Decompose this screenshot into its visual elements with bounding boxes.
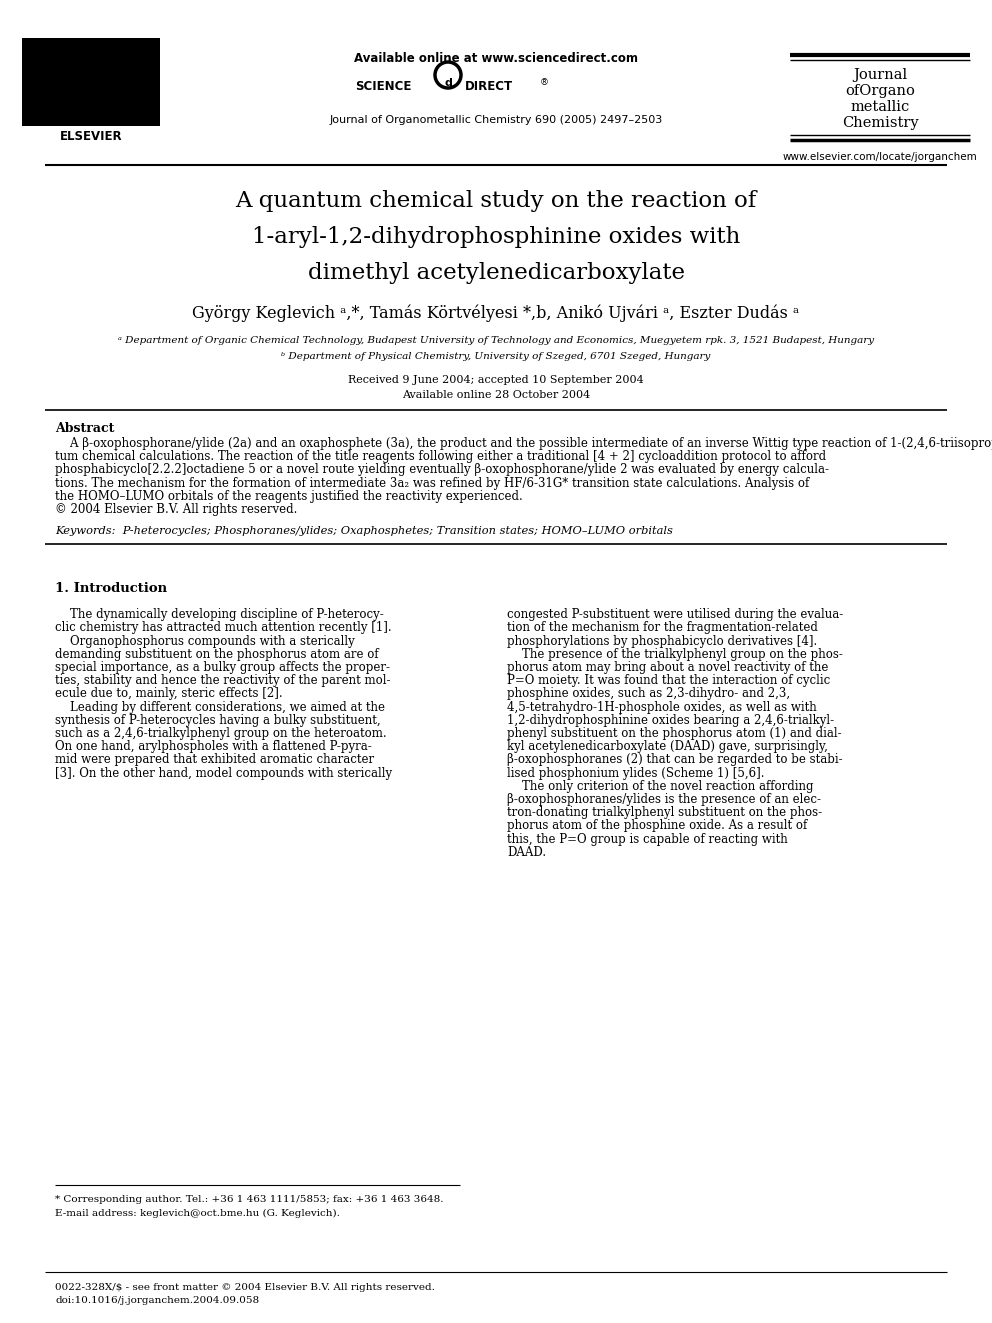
Text: Journal of Organometallic Chemistry 690 (2005) 2497–2503: Journal of Organometallic Chemistry 690 … <box>329 115 663 124</box>
Text: demanding substituent on the phosphorus atom are of: demanding substituent on the phosphorus … <box>55 648 379 660</box>
Text: ecule due to, mainly, steric effects [2].: ecule due to, mainly, steric effects [2]… <box>55 688 283 700</box>
Text: On one hand, arylphospholes with a flattened P-pyra-: On one hand, arylphospholes with a flatt… <box>55 740 372 753</box>
Text: tions. The mechanism for the formation of intermediate 3a₂ was refined by HF/6-3: tions. The mechanism for the formation o… <box>55 476 809 490</box>
Text: phorus atom of the phosphine oxide. As a result of: phorus atom of the phosphine oxide. As a… <box>507 819 807 832</box>
Text: www.elsevier.com/locate/jorganchem: www.elsevier.com/locate/jorganchem <box>783 152 977 161</box>
Text: phosphorylations by phosphabicyclo derivatives [4].: phosphorylations by phosphabicyclo deriv… <box>507 635 817 647</box>
Text: ties, stability and hence the reactivity of the parent mol-: ties, stability and hence the reactivity… <box>55 675 391 687</box>
Text: The presence of the trialkylphenyl group on the phos-: The presence of the trialkylphenyl group… <box>507 648 843 660</box>
Text: Received 9 June 2004; accepted 10 September 2004: Received 9 June 2004; accepted 10 Septem… <box>348 374 644 385</box>
Text: mid were prepared that exhibited aromatic character: mid were prepared that exhibited aromati… <box>55 753 374 766</box>
Text: tron-donating trialkylphenyl substituent on the phos-: tron-donating trialkylphenyl substituent… <box>507 806 822 819</box>
Text: ELSEVIER: ELSEVIER <box>60 130 122 143</box>
Text: such as a 2,4,6-trialkylphenyl group on the heteroatom.: such as a 2,4,6-trialkylphenyl group on … <box>55 728 387 740</box>
Text: SCIENCE: SCIENCE <box>355 79 412 93</box>
Text: The only criterion of the novel reaction affording: The only criterion of the novel reaction… <box>507 779 813 792</box>
Text: © 2004 Elsevier B.V. All rights reserved.: © 2004 Elsevier B.V. All rights reserved… <box>55 503 298 516</box>
Text: Available online 28 October 2004: Available online 28 October 2004 <box>402 390 590 400</box>
Text: tion of the mechanism for the fragmentation-related: tion of the mechanism for the fragmentat… <box>507 622 817 635</box>
Text: dimethyl acetylenedicarboxylate: dimethyl acetylenedicarboxylate <box>308 262 684 284</box>
Text: Organophosphorus compounds with a sterically: Organophosphorus compounds with a steric… <box>55 635 355 647</box>
Bar <box>22 38 160 126</box>
Text: Available online at www.sciencedirect.com: Available online at www.sciencedirect.co… <box>354 52 638 65</box>
Text: [3]. On the other hand, model compounds with sterically: [3]. On the other hand, model compounds … <box>55 766 392 779</box>
Text: The dynamically developing discipline of P-heterocy-: The dynamically developing discipline of… <box>55 609 384 622</box>
Text: ᵇ Department of Physical Chemistry, University of Szeged, 6701 Szeged, Hungary: ᵇ Department of Physical Chemistry, Univ… <box>282 352 710 361</box>
Text: * Corresponding author. Tel.: +36 1 463 1111/5853; fax: +36 1 463 3648.: * Corresponding author. Tel.: +36 1 463 … <box>55 1195 443 1204</box>
Text: DIRECT: DIRECT <box>465 79 513 93</box>
Text: A quantum chemical study on the reaction of: A quantum chemical study on the reaction… <box>235 191 757 212</box>
Text: ofOrgano: ofOrgano <box>845 83 915 98</box>
Text: Abstract: Abstract <box>55 422 114 435</box>
Text: 1. Introduction: 1. Introduction <box>55 582 167 595</box>
Text: Chemistry: Chemistry <box>841 116 919 130</box>
Text: Journal: Journal <box>853 67 907 82</box>
Text: lised phosphonium ylides (Scheme 1) [5,6].: lised phosphonium ylides (Scheme 1) [5,6… <box>507 766 765 779</box>
Text: 0022-328X/$ - see front matter © 2004 Elsevier B.V. All rights reserved.: 0022-328X/$ - see front matter © 2004 El… <box>55 1283 434 1293</box>
Text: this, the P=O group is capable of reacting with: this, the P=O group is capable of reacti… <box>507 832 788 845</box>
Text: 4,5-tetrahydro-1H-phosphole oxides, as well as with: 4,5-tetrahydro-1H-phosphole oxides, as w… <box>507 701 816 713</box>
Text: doi:10.1016/j.jorganchem.2004.09.058: doi:10.1016/j.jorganchem.2004.09.058 <box>55 1297 259 1304</box>
Text: E-mail address: keglevich@oct.bme.hu (G. Keglevich).: E-mail address: keglevich@oct.bme.hu (G.… <box>55 1209 340 1218</box>
Text: clic chemistry has attracted much attention recently [1].: clic chemistry has attracted much attent… <box>55 622 392 635</box>
Text: P=O moiety. It was found that the interaction of cyclic: P=O moiety. It was found that the intera… <box>507 675 830 687</box>
Text: β-oxophosphoranes/ylides is the presence of an elec-: β-oxophosphoranes/ylides is the presence… <box>507 792 821 806</box>
Text: György Keglevich ᵃ,*, Tamás Körtvélyesi *,b, Anikó Ujvári ᵃ, Eszter Dudás ᵃ: György Keglevich ᵃ,*, Tamás Körtvélyesi … <box>192 304 800 321</box>
Text: d: d <box>444 78 452 89</box>
Text: ᵃ Department of Organic Chemical Technology, Budapest University of Technology a: ᵃ Department of Organic Chemical Technol… <box>118 336 874 345</box>
Text: Keywords:  P-heterocycles; Phosphoranes/ylides; Oxaphosphetes; Transition states: Keywords: P-heterocycles; Phosphoranes/y… <box>55 527 673 536</box>
Text: β-oxophosphoranes (2) that can be regarded to be stabi-: β-oxophosphoranes (2) that can be regard… <box>507 753 842 766</box>
Text: phosphine oxides, such as 2,3-dihydro- and 2,3,: phosphine oxides, such as 2,3-dihydro- a… <box>507 688 790 700</box>
Text: phenyl substituent on the phosphorus atom (1) and dial-: phenyl substituent on the phosphorus ato… <box>507 728 841 740</box>
Text: Leading by different considerations, we aimed at the: Leading by different considerations, we … <box>55 701 385 713</box>
Text: synthesis of P-heterocycles having a bulky substituent,: synthesis of P-heterocycles having a bul… <box>55 714 381 726</box>
Text: 1-aryl-1,2-dihydrophosphinine oxides with: 1-aryl-1,2-dihydrophosphinine oxides wit… <box>252 226 740 247</box>
Text: tum chemical calculations. The reaction of the title reagents following either a: tum chemical calculations. The reaction … <box>55 450 826 463</box>
Text: A β-oxophosphorane/ylide (2a) and an oxaphosphete (3a), the product and the poss: A β-oxophosphorane/ylide (2a) and an oxa… <box>55 437 992 450</box>
Text: kyl acetylenedicarboxylate (DAAD) gave, surprisingly,: kyl acetylenedicarboxylate (DAAD) gave, … <box>507 740 828 753</box>
Text: congested P-substituent were utilised during the evalua-: congested P-substituent were utilised du… <box>507 609 843 622</box>
Text: DAAD.: DAAD. <box>507 845 547 859</box>
Text: phosphabicyclo[2.2.2]octadiene 5 or a novel route yielding eventually β-oxophosp: phosphabicyclo[2.2.2]octadiene 5 or a no… <box>55 463 829 476</box>
Text: special importance, as a bulky group affects the proper-: special importance, as a bulky group aff… <box>55 662 390 673</box>
Text: phorus atom may bring about a novel reactivity of the: phorus atom may bring about a novel reac… <box>507 662 828 673</box>
Text: the HOMO–LUMO orbitals of the reagents justified the reactivity experienced.: the HOMO–LUMO orbitals of the reagents j… <box>55 490 523 503</box>
Text: ®: ® <box>540 78 549 87</box>
Text: 1,2-dihydrophosphinine oxides bearing a 2,4,6-trialkyl-: 1,2-dihydrophosphinine oxides bearing a … <box>507 714 834 726</box>
Text: metallic: metallic <box>850 101 910 114</box>
